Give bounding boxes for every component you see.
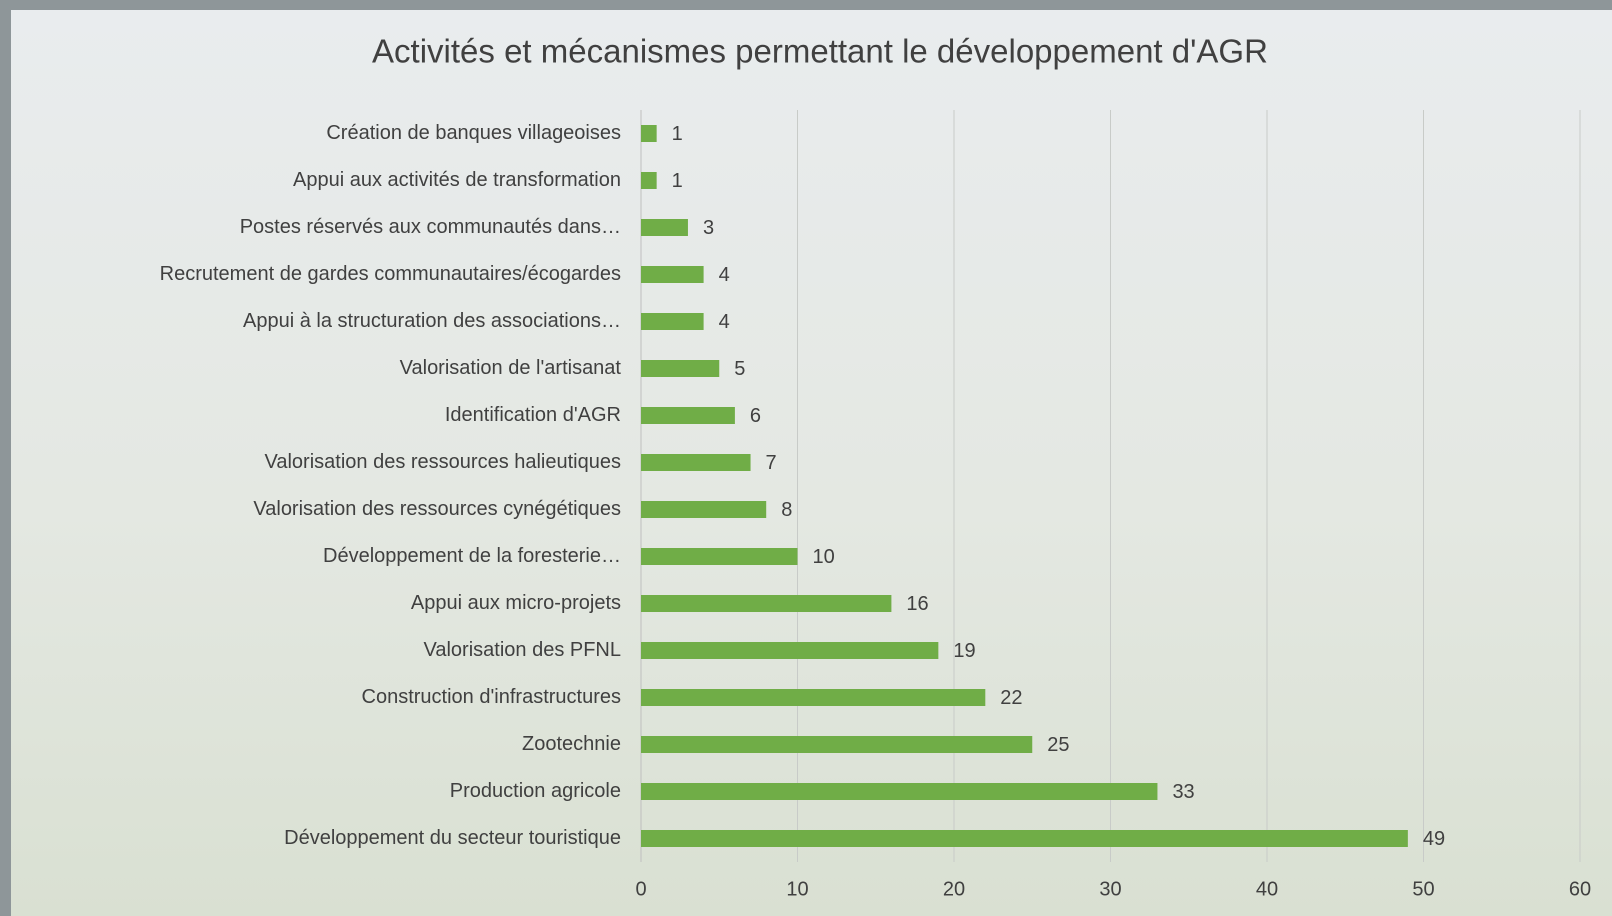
y-tick-label: Production agricole xyxy=(450,780,621,802)
value-label: 8 xyxy=(781,499,792,521)
y-tick-label: Appui aux activités de transformation xyxy=(293,169,621,191)
bar xyxy=(641,830,1408,847)
y-tick-label: Création de banques villageoises xyxy=(326,122,621,144)
x-tick-label: 60 xyxy=(1569,878,1591,900)
y-tick-label: Recrutement de gardes communautaires/éco… xyxy=(160,263,621,285)
bar xyxy=(641,360,720,377)
y-tick-label: Valorisation des ressources cynégétiques xyxy=(253,498,621,520)
value-label: 19 xyxy=(953,640,975,662)
bar xyxy=(641,689,986,706)
chart-title: Activités et mécanismes permettant le dé… xyxy=(372,33,1268,70)
bar xyxy=(641,736,1033,753)
y-tick-label: Construction d'infrastructures xyxy=(362,686,621,708)
y-tick-label: Valorisation de l'artisanat xyxy=(400,357,622,379)
y-tick-label: Postes réservés aux communautés dans… xyxy=(240,216,621,238)
bar xyxy=(641,548,798,565)
value-label: 1 xyxy=(672,123,683,145)
x-tick-label: 30 xyxy=(1099,878,1121,900)
bar xyxy=(641,172,657,189)
y-tick-label: Identification d'AGR xyxy=(445,404,621,426)
bar xyxy=(641,313,704,330)
x-tick-label: 50 xyxy=(1412,878,1434,900)
y-tick-label: Appui à la structuration des association… xyxy=(243,310,621,332)
value-label: 1 xyxy=(672,170,683,192)
y-tick-label: Développement de la foresterie… xyxy=(323,545,621,567)
value-label: 5 xyxy=(734,358,745,380)
value-label: 4 xyxy=(719,311,730,333)
chart-panel xyxy=(11,10,1612,916)
bar xyxy=(641,454,751,471)
bar xyxy=(641,125,657,142)
value-label: 4 xyxy=(719,264,730,286)
x-tick-label: 20 xyxy=(943,878,965,900)
x-tick-label: 40 xyxy=(1256,878,1278,900)
value-label: 7 xyxy=(766,452,777,474)
bar xyxy=(641,595,892,612)
bar xyxy=(641,783,1158,800)
bar xyxy=(641,501,767,518)
value-label: 22 xyxy=(1000,687,1022,709)
value-label: 3 xyxy=(703,217,714,239)
value-label: 16 xyxy=(906,593,928,615)
bar xyxy=(641,407,735,424)
y-tick-label: Valorisation des PFNL xyxy=(424,639,622,661)
y-tick-label: Appui aux micro-projets xyxy=(411,592,621,614)
bar xyxy=(641,266,704,283)
x-tick-label: 0 xyxy=(635,878,646,900)
value-label: 6 xyxy=(750,405,761,427)
y-tick-label: Valorisation des ressources halieutiques xyxy=(265,451,622,473)
value-label: 49 xyxy=(1423,828,1445,850)
bar xyxy=(641,642,939,659)
bar xyxy=(641,219,688,236)
value-label: 33 xyxy=(1172,781,1194,803)
x-tick-label: 10 xyxy=(786,878,808,900)
value-label: 10 xyxy=(813,546,835,568)
y-tick-label: Développement du secteur touristique xyxy=(284,827,621,849)
y-tick-label: Zootechnie xyxy=(522,733,621,755)
value-label: 25 xyxy=(1047,734,1069,756)
